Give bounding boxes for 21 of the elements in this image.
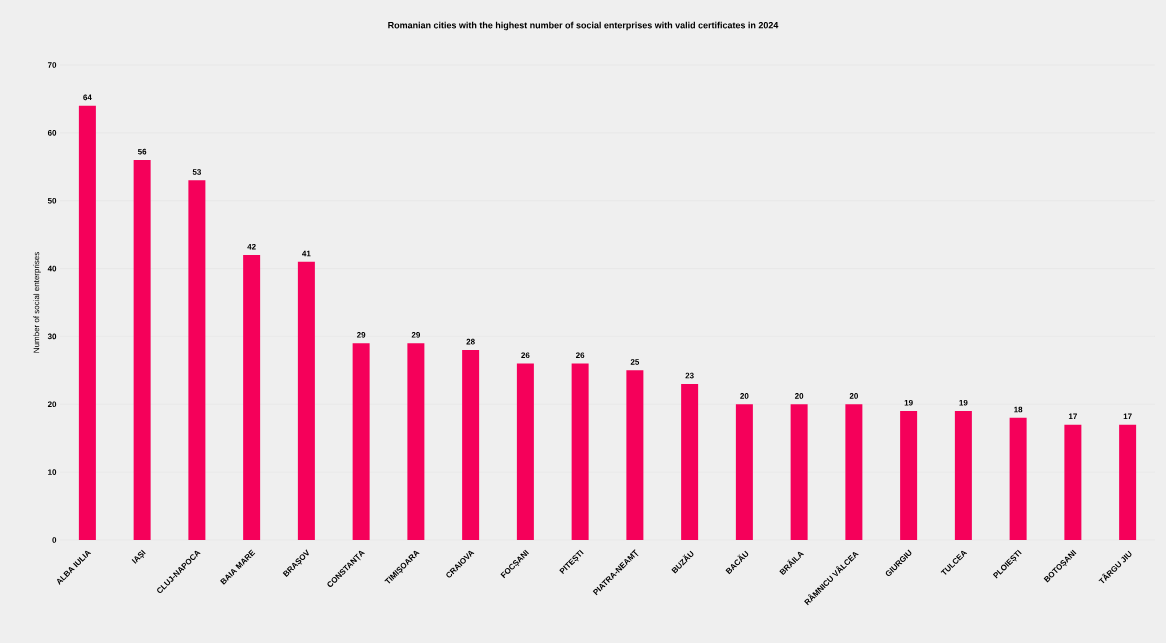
bar (297, 261, 315, 540)
bar (243, 254, 261, 540)
bar (78, 105, 96, 540)
bar (681, 383, 699, 540)
bar (790, 404, 808, 540)
bar (845, 404, 863, 540)
bar (954, 411, 972, 540)
chart-title: Romanian cities with the highest number of social enterprises with valid certificates in 2024 (388, 21, 779, 31)
bar (188, 180, 206, 540)
bar (1064, 424, 1082, 540)
bar (571, 363, 589, 540)
bar (407, 343, 425, 540)
bar (735, 404, 753, 540)
bar (1119, 424, 1137, 540)
bar (1009, 417, 1027, 540)
bar (626, 370, 644, 540)
bar (516, 363, 534, 540)
bar (352, 343, 370, 540)
bar (133, 159, 151, 540)
bar (900, 411, 918, 540)
bar (462, 349, 480, 540)
